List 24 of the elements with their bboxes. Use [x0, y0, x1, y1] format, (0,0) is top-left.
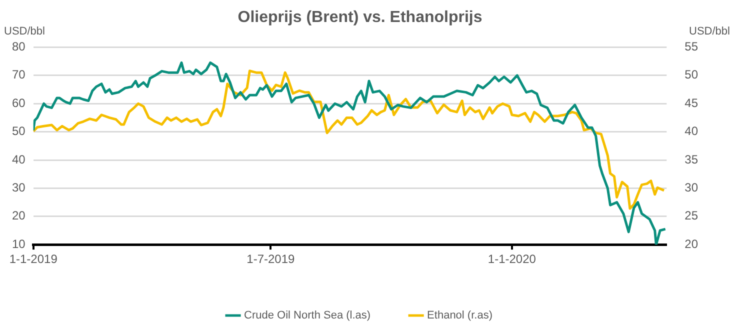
- y2-tick-label: 35: [684, 152, 698, 166]
- y2-tick-label: 45: [684, 96, 698, 110]
- y2-tick-label: 25: [684, 208, 698, 223]
- x-tick-label: 1-7-2019: [246, 252, 296, 266]
- y-tick-label: 10: [12, 236, 26, 251]
- y2-tick-label: 50: [684, 68, 698, 82]
- legend-label: Ethanol (r.as): [427, 310, 492, 322]
- y2-tick-label: 40: [684, 124, 698, 138]
- y-tick-label: 20: [12, 208, 26, 223]
- y-axis-title: USD/bbl: [4, 26, 45, 38]
- y2-tick-label: 20: [684, 236, 698, 251]
- y-tick-label: 80: [12, 40, 26, 54]
- y2-tick-label: 55: [684, 40, 698, 54]
- y-tick-label: 70: [12, 68, 26, 82]
- y-tick-label: 30: [12, 180, 26, 195]
- y-tick-label: 50: [12, 124, 26, 138]
- x-tick-label: 1-1-2019: [9, 252, 58, 266]
- y-tick-label: 60: [12, 96, 26, 110]
- y-tick-label: 40: [12, 152, 26, 166]
- x-tick-label: 1-1-2020: [488, 252, 536, 266]
- legend-label: Crude Oil North Sea (l.as): [244, 310, 371, 322]
- chart-title: Olieprijs (Brent) vs. Ethanolprijs: [238, 9, 482, 26]
- y2-axis-title: USD/bbl: [689, 26, 730, 38]
- y2-tick-label: 30: [684, 180, 698, 195]
